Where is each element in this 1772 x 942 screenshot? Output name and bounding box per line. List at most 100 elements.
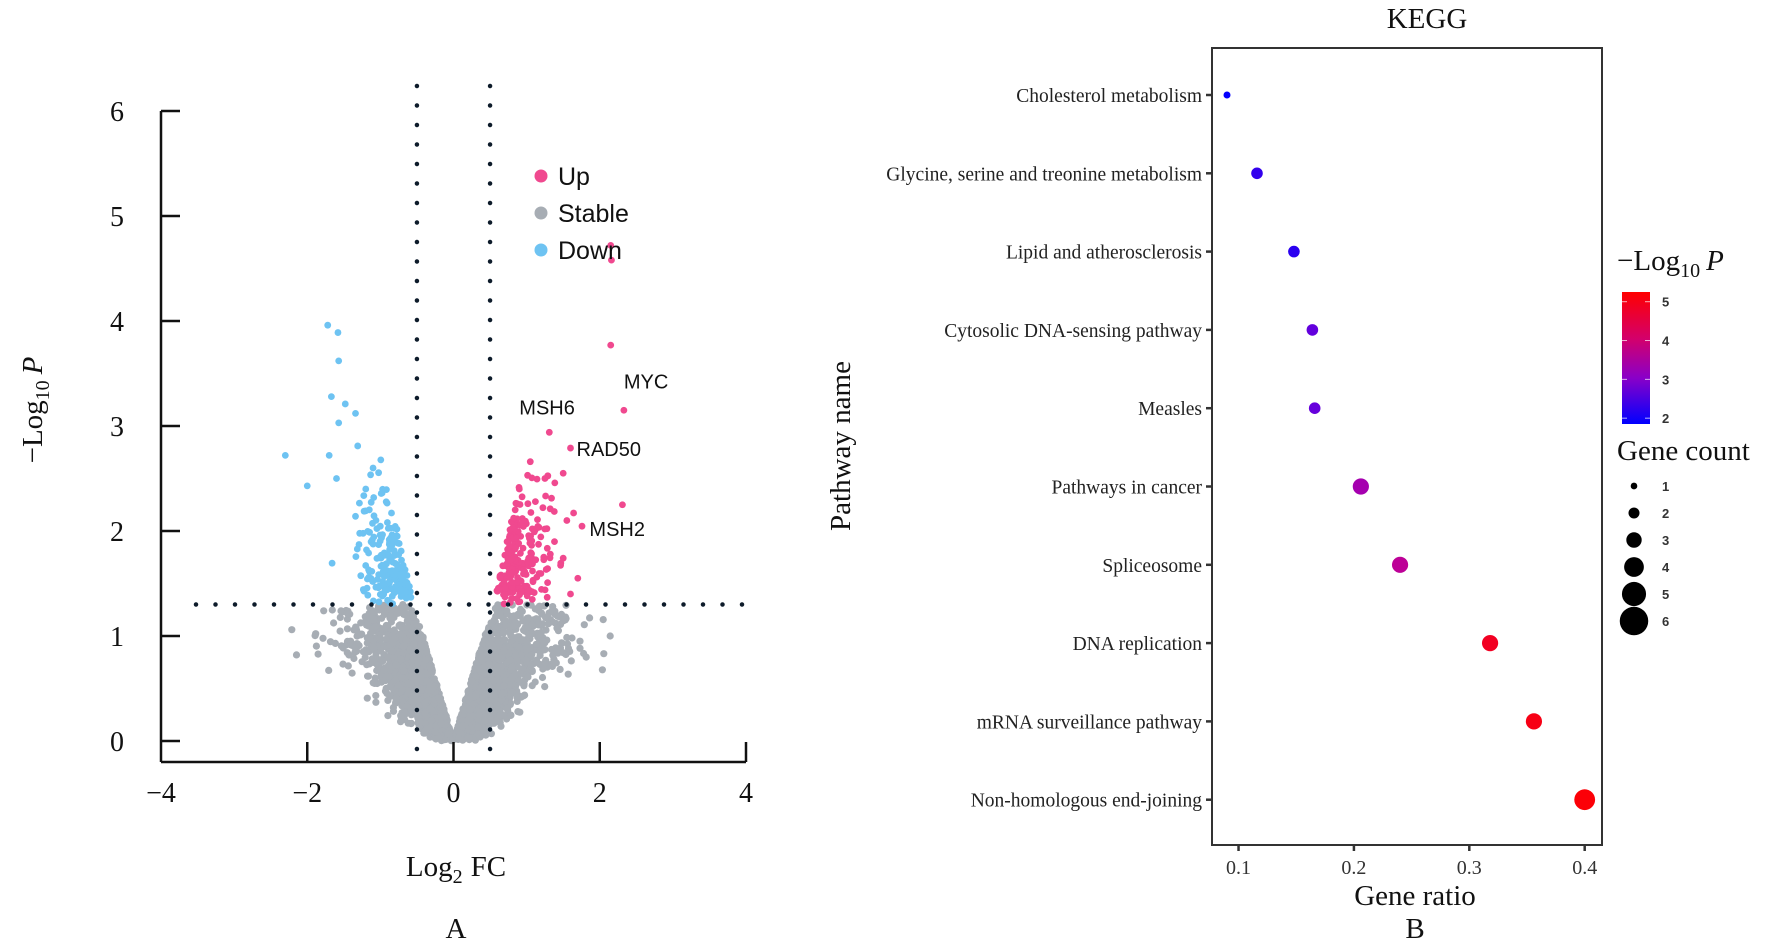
kegg-title: KEGG (1387, 3, 1468, 35)
point-stable (465, 734, 473, 742)
point-up (532, 498, 539, 505)
size-legend-marker (1619, 606, 1649, 636)
point-stable (475, 711, 483, 719)
point-up (500, 600, 508, 608)
point-stable (435, 694, 443, 702)
bubble-point (1308, 402, 1321, 415)
category-label: Non-homologous end-joining (971, 791, 1203, 812)
point-up (529, 576, 537, 584)
point-up (559, 469, 567, 477)
point-stable (396, 630, 404, 638)
point-down (373, 555, 381, 562)
y-tick-label: 3 (110, 412, 124, 443)
kegg-x-axis: 0.1 0.2 0.3 0.4 (1226, 845, 1597, 879)
point-stable (472, 672, 480, 681)
point-up (544, 579, 551, 586)
color-bar-tick-label: 2 (1662, 411, 1669, 426)
point-stable (439, 702, 447, 710)
bubble-point (1574, 789, 1596, 811)
point-down (385, 552, 392, 559)
point-up (543, 593, 551, 601)
point-stable (493, 636, 501, 644)
size-legend-items: 1 2 3 4 5 6 (1619, 479, 1670, 636)
point-stable (500, 636, 508, 644)
point-up (505, 548, 512, 556)
point-stable (516, 708, 524, 716)
kegg-points (1223, 91, 1596, 811)
point-stable (380, 666, 388, 674)
point-stable (586, 614, 594, 622)
point-up (526, 539, 534, 547)
point-up (620, 406, 628, 414)
point-stable (527, 651, 536, 659)
point-down (402, 594, 410, 602)
point-down (391, 523, 399, 530)
point-stable (534, 621, 543, 629)
point-stable (351, 648, 359, 656)
threshold-lines (193, 83, 749, 763)
point-stable (580, 621, 588, 629)
point-down (327, 393, 335, 400)
point-up (607, 242, 615, 249)
point-up (533, 475, 541, 483)
point-up (518, 493, 526, 501)
gene-label-msh2: MSH2 (589, 519, 645, 541)
gene-label-rad50: RAD50 (577, 439, 641, 461)
point-down (391, 536, 398, 543)
volcano-axes: 0 1 2 3 4 5 6 −4 −2 0 2 4 (110, 97, 753, 809)
size-legend-marker (1624, 557, 1644, 577)
point-down (368, 536, 376, 544)
point-down (355, 541, 363, 548)
point-down (390, 547, 398, 555)
legend-marker-down (534, 243, 548, 257)
point-stable (371, 622, 379, 631)
point-stable (532, 640, 540, 648)
point-up (578, 522, 586, 530)
point-stable (504, 657, 512, 666)
point-down (352, 553, 360, 560)
point-stable (535, 603, 543, 611)
point-down (324, 321, 332, 329)
point-stable (485, 640, 493, 648)
point-stable (541, 683, 549, 691)
point-up (506, 542, 513, 550)
point-down (397, 547, 405, 555)
point-stable (524, 673, 532, 681)
point-down (382, 498, 390, 506)
color-legend-title: −Log10 P (1617, 245, 1724, 282)
point-up (519, 544, 527, 552)
point-stable (410, 640, 418, 648)
point-stable (421, 699, 429, 708)
point-down (364, 528, 372, 535)
point-down (341, 400, 349, 408)
point-stable (490, 691, 498, 700)
point-down (373, 525, 381, 532)
point-up (540, 556, 548, 564)
point-stable (389, 704, 397, 712)
point-stable (472, 692, 480, 700)
point-stable (503, 715, 511, 723)
point-up (534, 516, 541, 523)
point-up (527, 509, 535, 516)
point-stable (539, 665, 547, 673)
point-stable (548, 607, 556, 615)
point-down (399, 564, 406, 572)
point-stable (444, 730, 452, 738)
point-stable (464, 717, 472, 725)
point-stable (580, 649, 588, 658)
x-tick-label: 0.2 (1341, 857, 1366, 879)
size-legend-label: 6 (1662, 614, 1669, 629)
point-stable (481, 717, 489, 725)
x-tick-label: 0.3 (1457, 857, 1482, 879)
point-up (506, 556, 514, 564)
point-stable (292, 651, 301, 659)
size-legend: Gene count 1 2 3 4 5 6 (1617, 435, 1750, 636)
point-down (365, 566, 372, 574)
size-legend-marker (1628, 507, 1640, 519)
point-stable (312, 642, 320, 650)
gene-label-myc: MYC (624, 371, 668, 393)
point-stable (496, 711, 504, 719)
point-stable (576, 644, 584, 652)
point-stable (511, 652, 520, 660)
